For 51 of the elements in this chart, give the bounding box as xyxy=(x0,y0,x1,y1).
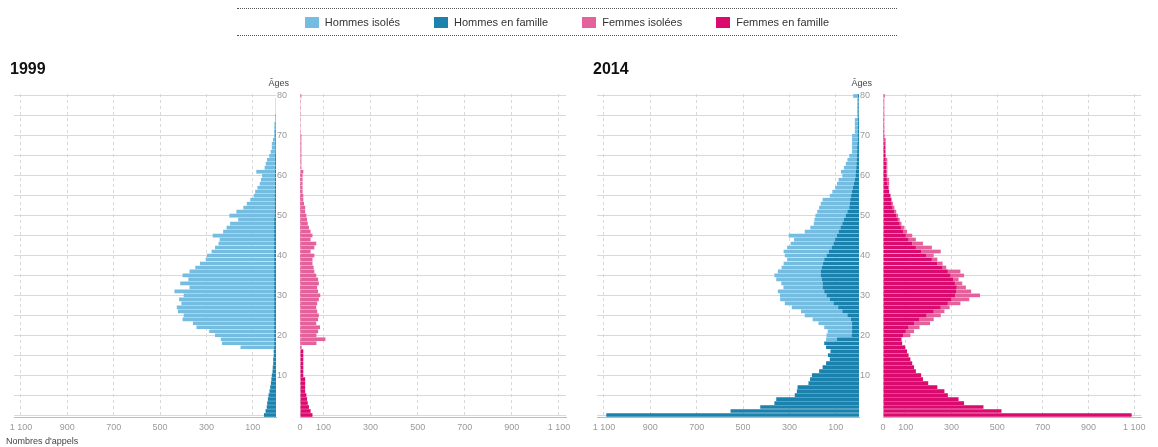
y-tick-label: 50 xyxy=(277,210,288,221)
x-tick-label: 500 xyxy=(989,421,1005,432)
y-axis-title: Âges xyxy=(268,77,290,88)
y-tick-label: 50 xyxy=(860,210,871,221)
x-tick-label: 1 100 xyxy=(1122,421,1146,432)
y-tick-label: 10 xyxy=(860,369,871,380)
x-tick-label: 700 xyxy=(106,421,122,432)
chart-title: 1999 xyxy=(10,60,46,78)
x-tick-label: 1 100 xyxy=(9,421,33,432)
x-tick-label: 300 xyxy=(363,421,379,432)
x-tick-label: 100 xyxy=(898,421,914,432)
y-tick-label: 70 xyxy=(860,130,871,141)
x-tick-label: 0 xyxy=(297,421,303,432)
y-tick-label: 40 xyxy=(860,249,871,260)
x-tick-label: 300 xyxy=(943,421,960,432)
y-tick-label: 80 xyxy=(277,90,288,101)
y-tick-label: 10 xyxy=(277,369,288,380)
y-tick-label: 70 xyxy=(277,130,288,141)
x-tick-label: 1 100 xyxy=(547,421,571,432)
legend-label: Hommes isolés xyxy=(324,16,401,28)
x-tick-label: 900 xyxy=(59,421,75,432)
chart-title: 2014 xyxy=(593,60,629,78)
x-tick-label: 100 xyxy=(316,421,332,432)
x-tick-label: 700 xyxy=(457,421,473,432)
x-tick-label: 300 xyxy=(198,421,214,432)
y-tick-label: 30 xyxy=(277,289,288,300)
x-tick-label: 700 xyxy=(689,421,705,432)
y-tick-label: 20 xyxy=(860,329,871,340)
y-tick-label: 60 xyxy=(277,170,288,181)
x-tick-label: 900 xyxy=(642,421,658,432)
x-tick-label: 0 xyxy=(880,421,886,432)
x-tick-label: 500 xyxy=(735,421,751,432)
y-axis-title: Âges xyxy=(851,77,873,88)
x-tick-label: 500 xyxy=(410,421,426,432)
x-tick-label: 100 xyxy=(245,421,261,432)
x-tick-label: 700 xyxy=(1035,421,1051,432)
y-tick-label: 20 xyxy=(277,329,288,340)
y-tick-label: 60 xyxy=(860,170,871,181)
x-tick-label: 900 xyxy=(504,421,520,432)
x-tick-label: 500 xyxy=(152,421,168,432)
x-tick-label: 100 xyxy=(828,421,844,432)
x-axis-title: Nombres d'appels xyxy=(6,435,79,446)
x-tick-label: 1 100 xyxy=(592,421,616,432)
legend-label: Femmes isolées xyxy=(602,16,683,28)
y-tick-label: 80 xyxy=(860,90,871,101)
y-tick-label: 30 xyxy=(860,289,871,300)
legend-label: Femmes en famille xyxy=(736,16,830,28)
y-tick-label: 40 xyxy=(277,249,288,260)
x-tick-label: 300 xyxy=(781,421,797,432)
legend-label: Hommes en famille xyxy=(454,16,549,28)
x-tick-label: 900 xyxy=(1080,421,1096,432)
